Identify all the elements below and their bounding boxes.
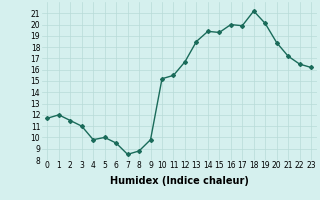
X-axis label: Humidex (Indice chaleur): Humidex (Indice chaleur) <box>110 176 249 186</box>
